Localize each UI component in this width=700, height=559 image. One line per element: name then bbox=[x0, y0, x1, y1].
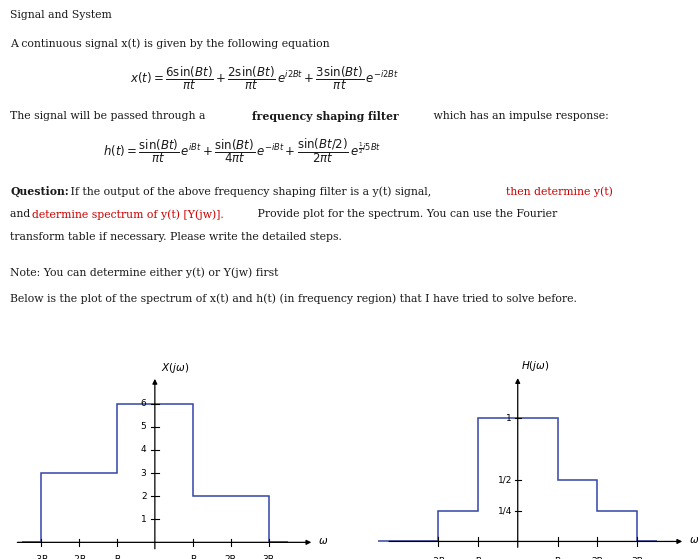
Text: 1/4: 1/4 bbox=[498, 506, 512, 515]
Text: $\omega$: $\omega$ bbox=[318, 536, 328, 546]
Text: 3: 3 bbox=[141, 468, 146, 477]
Text: B: B bbox=[190, 555, 196, 559]
Text: 2B: 2B bbox=[592, 557, 603, 559]
Text: -B: -B bbox=[113, 555, 121, 559]
Text: Note: You can determine either y(t) or Y(jw) first: Note: You can determine either y(t) or Y… bbox=[10, 267, 279, 278]
Text: which has an impulse response:: which has an impulse response: bbox=[430, 111, 609, 121]
Text: 4: 4 bbox=[141, 446, 146, 454]
Text: -3B: -3B bbox=[34, 555, 49, 559]
Text: -B: -B bbox=[473, 557, 482, 559]
Text: -2B: -2B bbox=[71, 555, 87, 559]
Text: frequency shaping filter: frequency shaping filter bbox=[252, 111, 399, 122]
Text: If the output of the above frequency shaping filter is a y(t) signal,: If the output of the above frequency sha… bbox=[66, 186, 435, 197]
Text: and: and bbox=[10, 209, 34, 219]
Text: -2B: -2B bbox=[430, 557, 446, 559]
Text: Question:: Question: bbox=[10, 186, 69, 197]
Text: 1/2: 1/2 bbox=[498, 475, 512, 485]
Text: $h(t) = \dfrac{\sin(Bt)}{\pi t}\,e^{iBt} + \dfrac{\sin(Bt)}{4\pi t}\,e^{-iBt}+ \: $h(t) = \dfrac{\sin(Bt)}{\pi t}\,e^{iBt}… bbox=[103, 136, 382, 165]
Text: $\omega$: $\omega$ bbox=[689, 535, 699, 545]
Text: 6: 6 bbox=[141, 399, 146, 408]
Text: then determine y(t): then determine y(t) bbox=[506, 186, 613, 197]
Text: 3B: 3B bbox=[631, 557, 643, 559]
Text: The signal will be passed through a: The signal will be passed through a bbox=[10, 111, 209, 121]
Text: Below is the plot of the spectrum of x(t) and h(t) (in frequency region) that I : Below is the plot of the spectrum of x(t… bbox=[10, 293, 578, 304]
Text: 3B: 3B bbox=[262, 555, 274, 559]
Text: A continuous signal x(t) is given by the following equation: A continuous signal x(t) is given by the… bbox=[10, 39, 330, 49]
Text: 1: 1 bbox=[141, 515, 146, 524]
Text: Provide plot for the spectrum. You can use the Fourier: Provide plot for the spectrum. You can u… bbox=[254, 209, 557, 219]
Text: transform table if necessary. Please write the detailed steps.: transform table if necessary. Please wri… bbox=[10, 232, 342, 242]
Text: 5: 5 bbox=[141, 423, 146, 432]
Text: B: B bbox=[554, 557, 561, 559]
Text: 2: 2 bbox=[141, 492, 146, 501]
Text: $H(j\omega)$: $H(j\omega)$ bbox=[521, 359, 550, 373]
Text: $X(j\omega)$: $X(j\omega)$ bbox=[160, 361, 189, 375]
Text: $x(t) = \dfrac{6\sin(Bt)}{\pi t} + \dfrac{2\sin(Bt)}{\pi t}\,e^{i2Bt}+ \dfrac{3\: $x(t) = \dfrac{6\sin(Bt)}{\pi t} + \dfra… bbox=[130, 64, 399, 92]
Text: Signal and System: Signal and System bbox=[10, 10, 112, 20]
Text: 1: 1 bbox=[506, 414, 512, 423]
Text: 2B: 2B bbox=[225, 555, 237, 559]
Text: determine spectrum of y(t) [Y(jw)].: determine spectrum of y(t) [Y(jw)]. bbox=[32, 209, 224, 220]
